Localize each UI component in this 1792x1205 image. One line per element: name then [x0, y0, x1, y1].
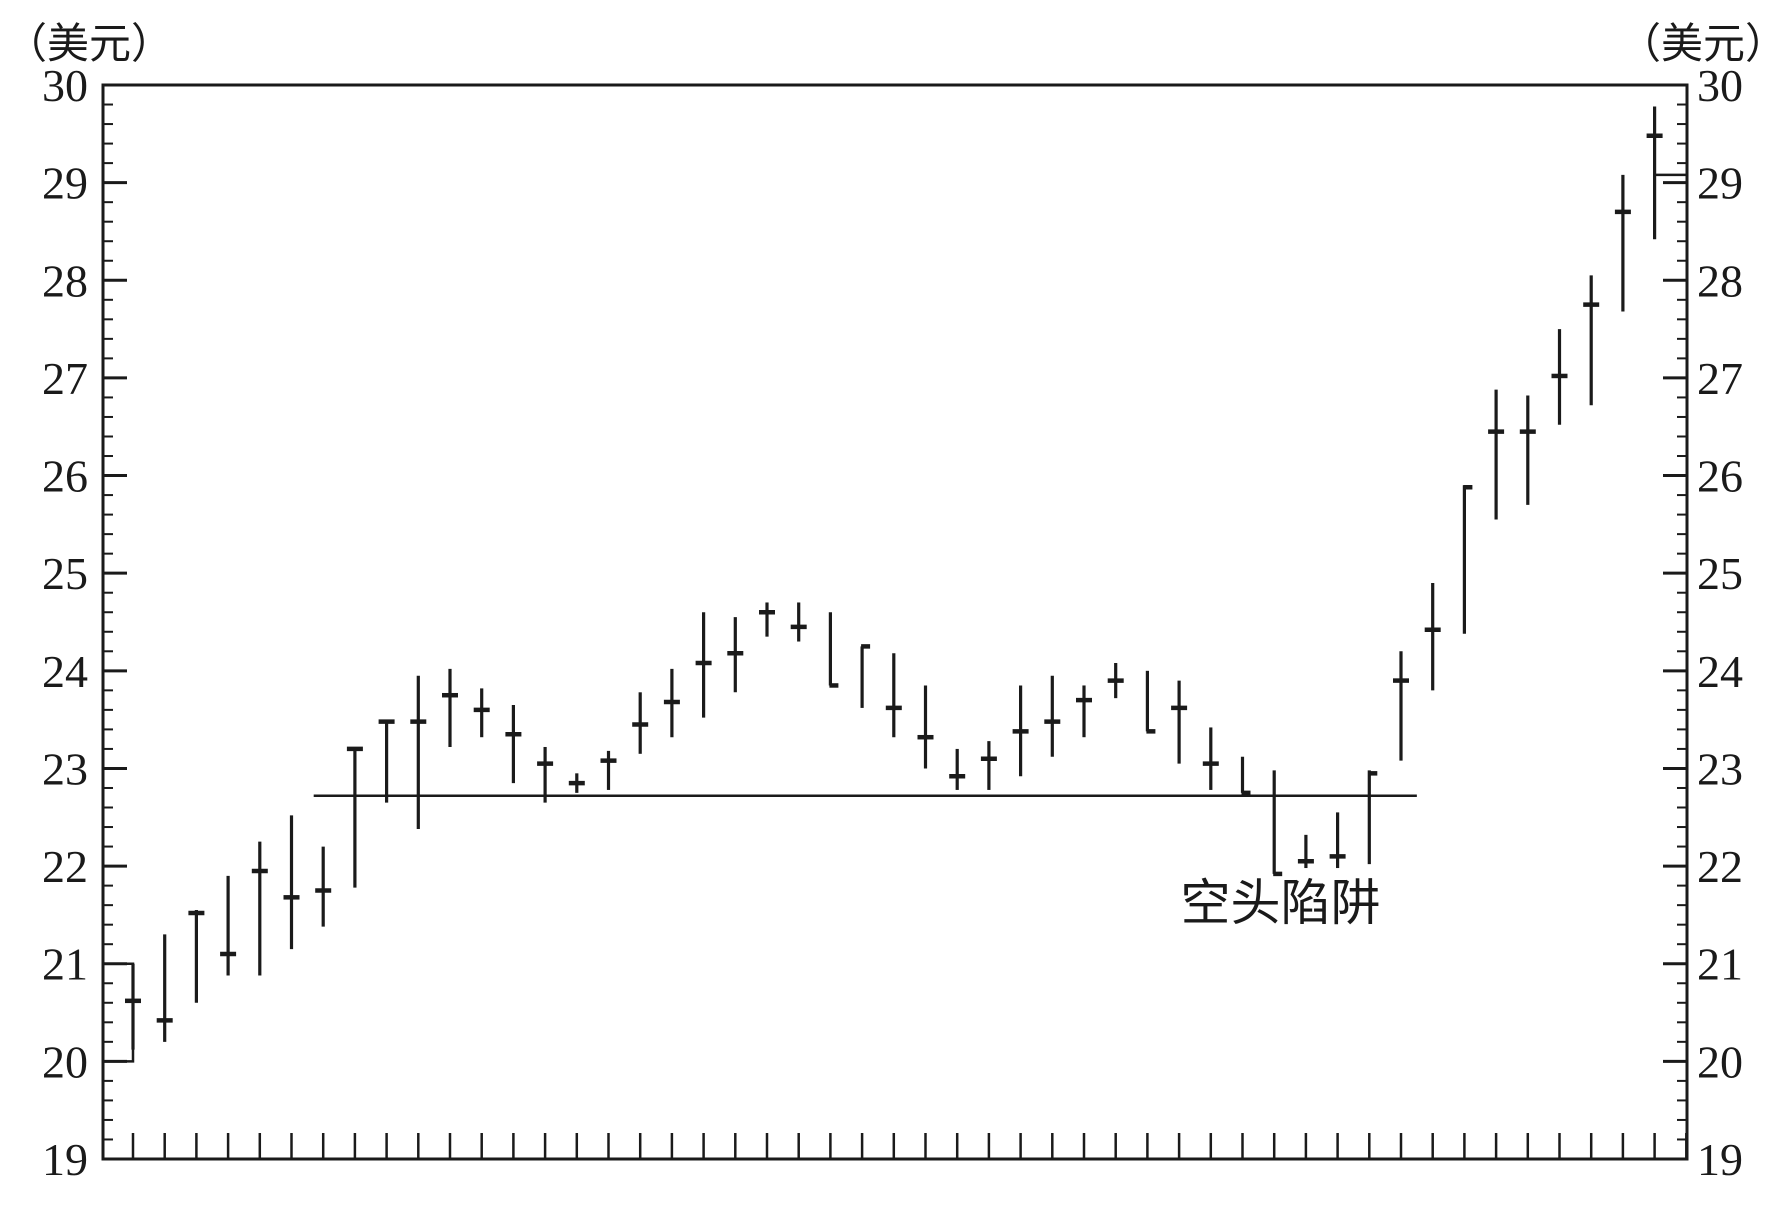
y-tick-label-right: 25 [1697, 548, 1743, 599]
y-tick-label-left: 22 [42, 841, 88, 892]
y-tick-label-left: 27 [42, 353, 88, 404]
plot-frame [101, 83, 1689, 1161]
y-tick-label-left: 26 [42, 451, 88, 502]
y-tick-label-left: 20 [42, 1036, 88, 1087]
edge-markers [103, 173, 1687, 1063]
y-tick-label-left: 24 [42, 646, 88, 697]
y-axis-unit-right: （美元） [1619, 22, 1787, 68]
y-tick-label-right: 23 [1697, 743, 1743, 794]
y-tick-label-right: 30 [1697, 60, 1743, 111]
y-axis-left: 19 20 21 22 23 24 25 26 27 28 29 30 [42, 60, 127, 1185]
y-tick-label-left: 28 [42, 255, 88, 306]
y-tick-label-right: 24 [1697, 646, 1743, 697]
y-tick-label-right: 27 [1697, 353, 1743, 404]
y-tick-label-right: 19 [1697, 1134, 1743, 1185]
y-tick-label-right: 21 [1697, 939, 1743, 990]
y-tick-label-right: 26 [1697, 451, 1743, 502]
y-tick-label-right: 29 [1697, 158, 1743, 209]
y-tick-label-left: 25 [42, 548, 88, 599]
price-bars [125, 106, 1663, 1050]
y-tick-label-left: 23 [42, 743, 88, 794]
y-axis-unit-left: （美元） [5, 22, 173, 68]
bear-trap-annotation: 空头陷阱 [1181, 875, 1381, 931]
y-tick-label-right: 20 [1697, 1036, 1743, 1087]
y-axis-right: 19 20 21 22 23 24 25 26 27 28 29 30 [1663, 60, 1743, 1185]
y-tick-label-left: 19 [42, 1134, 88, 1185]
y-tick-label-left: 30 [42, 60, 88, 111]
y-tick-label-right: 22 [1697, 841, 1743, 892]
start-marker [103, 962, 135, 1063]
y-tick-label-left: 21 [42, 939, 88, 990]
y-tick-label-left: 29 [42, 158, 88, 209]
x-axis-ticks [131, 1133, 1688, 1159]
y-tick-label-right: 28 [1697, 255, 1743, 306]
